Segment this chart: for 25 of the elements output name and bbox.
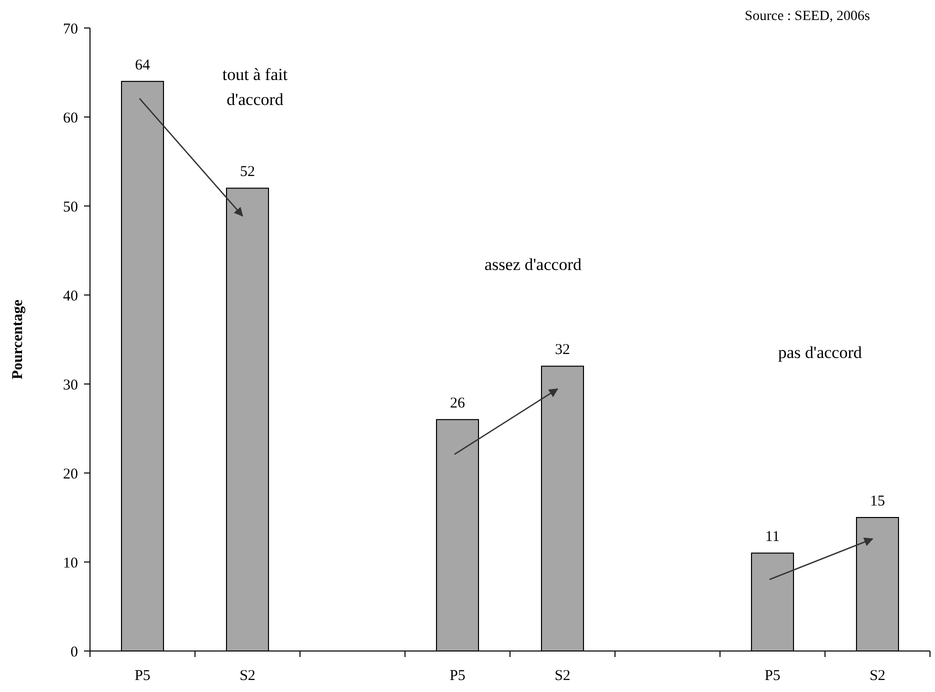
data-label: 26 bbox=[450, 396, 466, 412]
y-tick-label: 40 bbox=[63, 288, 78, 304]
x-tick-label: P5 bbox=[134, 668, 150, 684]
y-tick-label: 50 bbox=[63, 199, 78, 216]
x-tick-label: S2 bbox=[870, 668, 886, 684]
y-tick-label: 10 bbox=[63, 555, 78, 572]
x-tick-label: S2 bbox=[240, 668, 256, 684]
data-label: 64 bbox=[135, 57, 150, 74]
data-label: 32 bbox=[555, 342, 570, 358]
y-tick-label: 0 bbox=[70, 644, 78, 660]
y-tick-label: 70 bbox=[63, 21, 78, 38]
annotation: tout à fait d'accord bbox=[222, 65, 288, 109]
data-label: 15 bbox=[870, 494, 885, 510]
annotation: assez d'accord bbox=[484, 255, 582, 274]
annotation: pas d'accord bbox=[778, 343, 862, 362]
x-tick-label: S2 bbox=[554, 668, 570, 684]
y-tick-label: 60 bbox=[63, 110, 78, 126]
x-tick-label: P5 bbox=[764, 668, 780, 684]
x-tick-label: P5 bbox=[450, 668, 466, 684]
y-axis-title: Pourcentage bbox=[10, 299, 26, 380]
data-label: 52 bbox=[240, 164, 255, 180]
y-tick-label: 30 bbox=[63, 377, 78, 394]
y-tick-label: 20 bbox=[63, 466, 78, 482]
source-note: Source : SEED, 2006s bbox=[744, 9, 870, 24]
data-label: 11 bbox=[765, 529, 780, 546]
